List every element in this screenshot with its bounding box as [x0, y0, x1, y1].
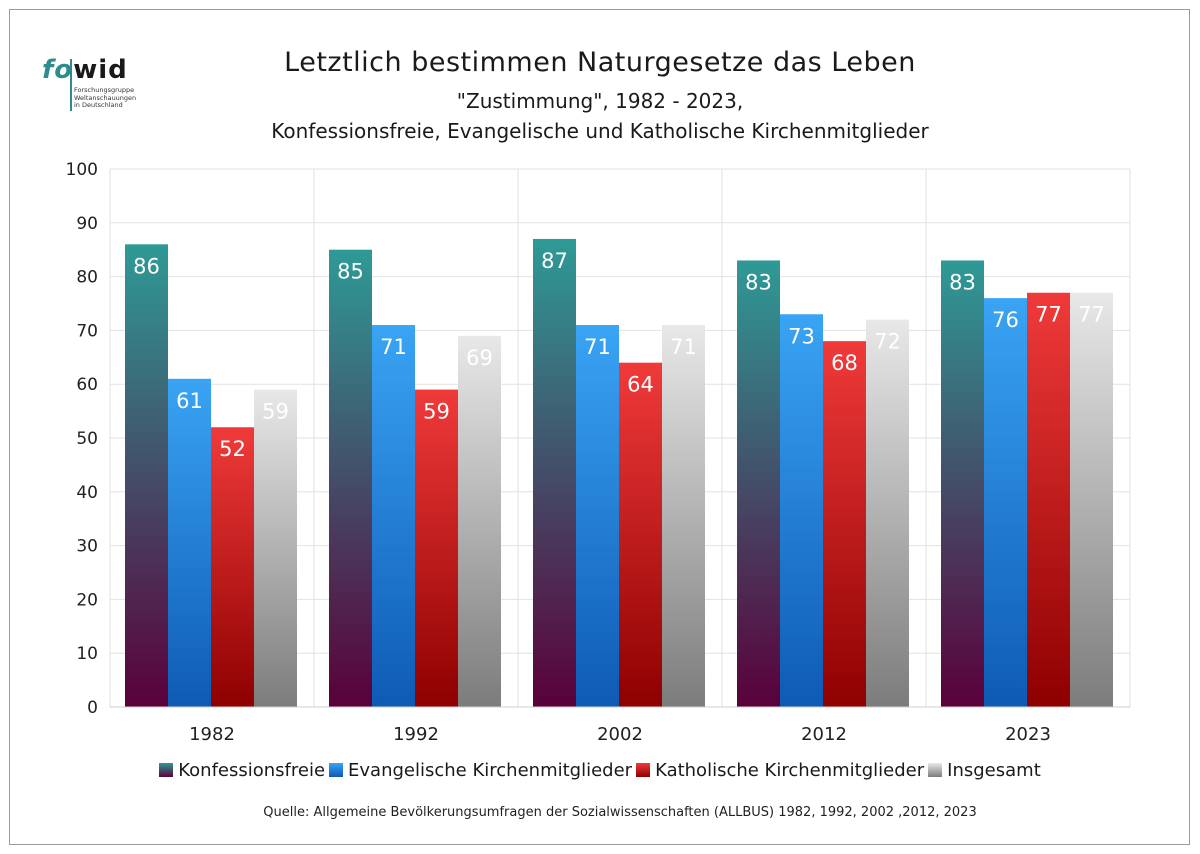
- bar: [533, 238, 576, 707]
- y-tick-label: 30: [76, 537, 98, 557]
- legend-item: Konfessionsfreie: [159, 760, 325, 781]
- bar: [1027, 292, 1070, 707]
- y-tick-label: 60: [76, 375, 98, 395]
- legend: Konfessionsfreie Evangelische Kirchenmitg…: [0, 760, 1200, 781]
- legend-label: Katholische Kirchenmitglieder: [655, 760, 925, 781]
- bar: [125, 244, 168, 707]
- y-tick-label: 40: [76, 483, 98, 503]
- legend-item: Insgesamt: [928, 760, 1041, 781]
- axes: 0 10 20 30 40 50 60 70 80 90 100 1982 1992 2002 2012 20…: [66, 160, 1130, 745]
- bar: [168, 378, 211, 707]
- bar-chart: 86 61 52 59 85 71 59 69 87 71 64 71 83 73 68 72 83 76 77 77…: [66, 160, 1131, 745]
- legend-swatch: [636, 763, 651, 777]
- y-tick-label: 90: [76, 214, 98, 234]
- data-label: 76: [992, 308, 1019, 332]
- logo-word: fowid: [42, 55, 128, 85]
- bar: [866, 319, 909, 707]
- bar: [372, 325, 415, 707]
- legend-swatch: [928, 763, 943, 777]
- data-label: 77: [1078, 303, 1105, 327]
- bar: [823, 341, 866, 707]
- x-tick-label: 2023: [1005, 724, 1051, 745]
- legend-item: Evangelische Kirchenmitglieder: [329, 760, 632, 781]
- bars: 86 61 52 59 85 71 59 69 87 71 64 71 83 73 68 72 83 76 77 77: [125, 238, 1113, 707]
- data-label: 59: [262, 400, 289, 424]
- fowid-logo: fowid Forschungsgruppe Weltanschauungen …: [42, 55, 152, 115]
- logo-tagline: Forschungsgruppe Weltanschauungen in Deu…: [74, 86, 137, 109]
- data-label: 87: [541, 249, 568, 273]
- bar: [415, 389, 458, 707]
- legend-swatch: [159, 763, 174, 777]
- bar: [211, 427, 254, 707]
- x-tick-label: 2002: [597, 724, 643, 745]
- bar: [329, 249, 372, 707]
- data-label: 83: [745, 270, 772, 294]
- data-label: 83: [949, 270, 976, 294]
- source-note: Quelle: Allgemeine Bevölkerungsumfragen …: [263, 805, 977, 820]
- data-label: 86: [133, 254, 160, 278]
- bar: [662, 325, 705, 707]
- chart-frame: [9, 9, 1190, 845]
- bar: [941, 260, 984, 707]
- bar: [737, 260, 780, 707]
- y-tick-label: 70: [76, 321, 98, 341]
- data-label: 59: [423, 400, 450, 424]
- legend-label: Insgesamt: [947, 760, 1041, 781]
- y-tick-label: 20: [76, 590, 98, 610]
- chart-subtitle-2: Konfessionsfreie, Evangelische und Katho…: [271, 119, 929, 143]
- data-label: 71: [584, 335, 611, 359]
- bar: [458, 335, 501, 707]
- y-tick-label: 80: [76, 268, 98, 288]
- data-label: 77: [1035, 303, 1062, 327]
- bar: [576, 325, 619, 707]
- data-label: 72: [874, 330, 901, 354]
- logo-divider: [70, 59, 72, 111]
- chart-subtitle-1: "Zustimmung", 1982 - 2023,: [456, 89, 744, 113]
- legend-swatch: [329, 763, 344, 777]
- y-tick-label: 0: [87, 698, 98, 718]
- legend-label: Evangelische Kirchenmitglieder: [348, 760, 633, 781]
- bar: [254, 389, 297, 707]
- data-label: 69: [466, 346, 493, 370]
- data-label: 71: [670, 335, 697, 359]
- bar: [619, 362, 662, 707]
- data-label: 71: [380, 335, 407, 359]
- bar: [984, 298, 1027, 707]
- y-tick-label: 100: [66, 160, 98, 180]
- x-tick-label: 1982: [189, 724, 235, 745]
- data-label: 68: [831, 351, 858, 375]
- data-label: 73: [788, 324, 815, 348]
- x-tick-label: 1992: [393, 724, 439, 745]
- data-label: 85: [337, 260, 364, 284]
- chart-title: Letztlich bestimmen Naturgesetze das Leb…: [284, 47, 916, 78]
- legend-label: Konfessionsfreie: [178, 760, 326, 781]
- data-label: 64: [627, 373, 654, 397]
- y-tick-label: 50: [76, 429, 98, 449]
- data-label: 61: [176, 389, 203, 413]
- y-tick-label: 10: [76, 644, 98, 664]
- x-tick-label: 2012: [801, 724, 847, 745]
- data-label: 52: [219, 437, 246, 461]
- bar: [780, 314, 823, 707]
- bar: [1070, 292, 1113, 707]
- legend-item: Katholische Kirchenmitglieder: [636, 760, 924, 781]
